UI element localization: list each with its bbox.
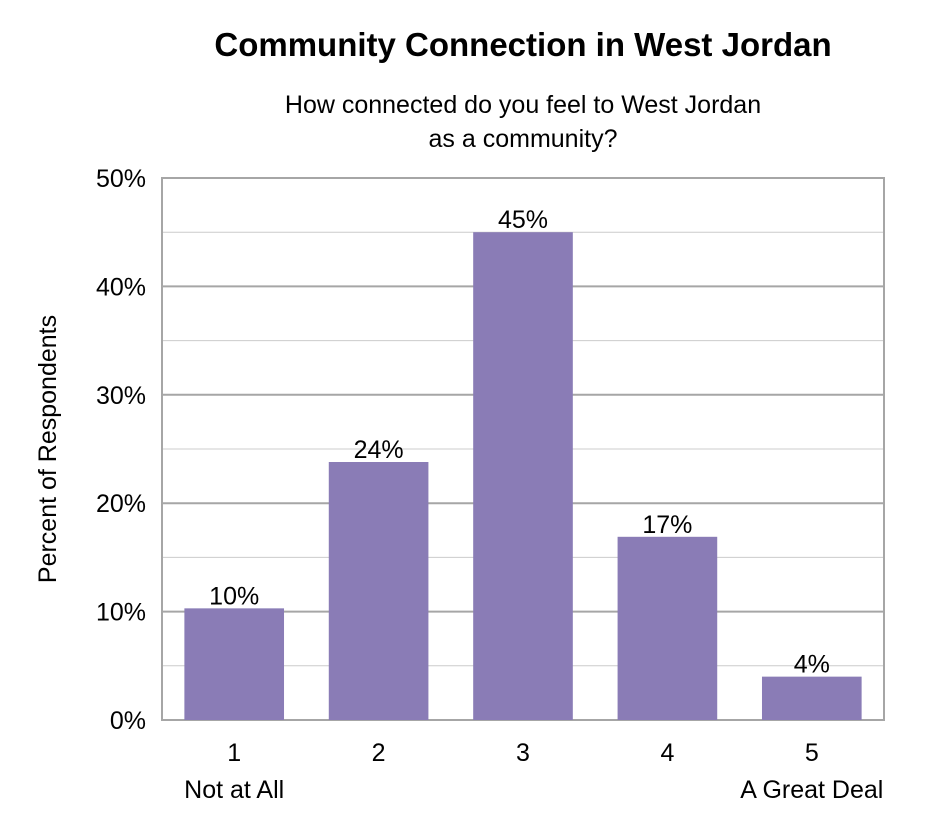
y-tick-label: 50%: [96, 165, 146, 193]
x-tick-label: 1: [227, 739, 241, 767]
data-label: 24%: [354, 436, 404, 464]
x-tick-sublabel: A Great Deal: [740, 776, 883, 804]
bar: [328, 462, 429, 720]
y-tick-label: 30%: [96, 382, 146, 410]
chart-subtitle-line-1: How connected do you feel to West Jordan: [284, 91, 762, 119]
y-tick-label: 10%: [96, 599, 146, 627]
data-label: 17%: [642, 511, 692, 539]
chart-title: Community Connection in West Jordan: [214, 26, 832, 63]
x-tick-label: 5: [805, 739, 819, 767]
bar: [473, 232, 573, 720]
data-label: 10%: [209, 582, 259, 610]
bar: [761, 676, 862, 720]
bar: [184, 608, 285, 720]
y-tick-label: 40%: [96, 273, 146, 301]
y-axis-label: Percent of Respondents: [34, 315, 62, 583]
x-tick-label: 3: [516, 739, 530, 767]
y-tick-label: 0%: [110, 707, 146, 735]
chart-subtitle-line-2: as a community?: [428, 125, 618, 153]
chart-subtitle: How connected do you feel to West Jordan…: [0, 88, 945, 156]
data-label: 4%: [794, 651, 830, 679]
bar: [617, 536, 718, 720]
x-tick-label: 4: [660, 739, 674, 767]
y-tick-label: 20%: [96, 490, 146, 518]
x-tick-label: 2: [372, 739, 386, 767]
data-label: 45%: [498, 206, 548, 234]
x-tick-sublabel: Not at All: [184, 776, 284, 804]
